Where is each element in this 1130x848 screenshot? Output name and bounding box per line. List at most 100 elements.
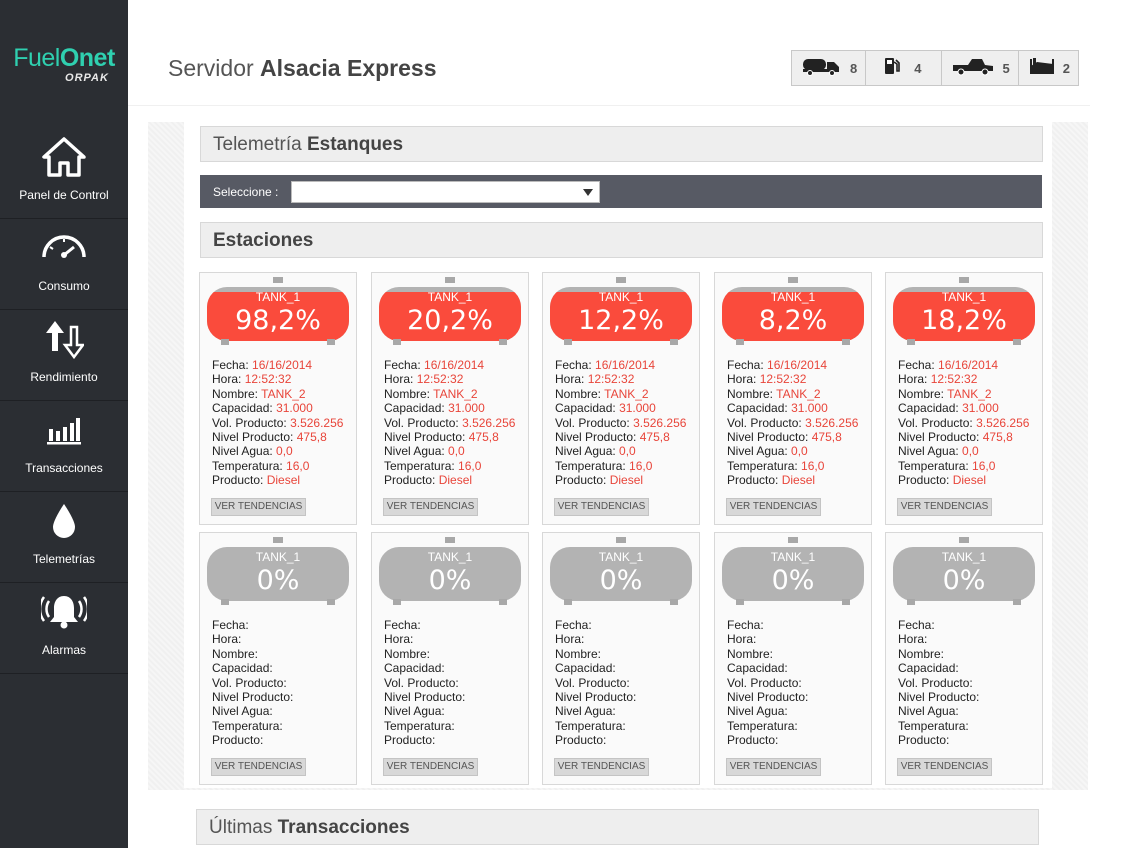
tank-cap [788, 537, 798, 543]
info-value: 16,0 [801, 458, 825, 473]
tank-cap [273, 537, 283, 543]
sidebar-item-rendimiento[interactable]: Rendimiento [0, 310, 128, 401]
tank-graphic: TANK_1 98,2% [207, 277, 349, 345]
counter-pickups[interactable]: 5 [942, 51, 1019, 85]
ver-tendencias-button[interactable]: VER TENDENCIAS [726, 498, 821, 516]
tank-percent: 20,2% [407, 305, 493, 336]
tank-foot [499, 599, 507, 605]
info-label: Hora: [898, 632, 928, 647]
info-label: Vol. Producto: [384, 675, 459, 690]
info-row-nivel_agua: Nivel Agua: [898, 704, 979, 718]
info-label: Nivel Agua: [212, 704, 273, 719]
info-label: Nombre: [727, 386, 774, 401]
tank-cap [616, 537, 626, 543]
info-label: Vol. Producto: [898, 415, 973, 430]
info-row-hora: Hora: [555, 632, 636, 646]
info-row-hora: Hora: [898, 632, 979, 646]
sidebar-item-label: Alarmas [41, 643, 86, 657]
info-label: Producto: [384, 733, 436, 748]
info-value: 0,0 [791, 444, 808, 459]
info-row-fecha: Fecha: 16/16/2014 [212, 358, 343, 372]
drop-icon [41, 498, 87, 544]
tank-foot [393, 599, 401, 605]
counter-tank-levels[interactable]: 2 [1019, 51, 1078, 85]
info-label: Hora: [212, 372, 242, 387]
info-row-temp: Temperatura: 16,0 [384, 459, 515, 473]
tank-foot [842, 339, 850, 345]
info-label: Fecha: [384, 618, 421, 632]
info-row-hora: Hora: [384, 632, 465, 646]
ver-tendencias-button[interactable]: VER TENDENCIAS [897, 758, 992, 776]
sidebar-item-panel-de-control[interactable]: Panel de Control [0, 128, 128, 219]
tank-name: TANK_1 [941, 290, 987, 304]
tank-cap [788, 277, 798, 283]
info-label: Nombre: [384, 646, 431, 661]
info-row-capacidad: Capacidad: 31.000 [384, 401, 515, 415]
ver-tendencias-button[interactable]: VER TENDENCIAS [211, 498, 306, 516]
info-row-nombre: Nombre: TANK_2 [212, 387, 343, 401]
tank-graphic: TANK_1 0% [550, 537, 692, 605]
info-label: Producto: [727, 473, 779, 488]
info-label: Fecha: [898, 618, 935, 632]
sidebar-item-telemetrias[interactable]: Telemetrías [0, 492, 128, 583]
info-value: 31.000 [791, 401, 828, 416]
ver-tendencias-button[interactable]: VER TENDENCIAS [554, 498, 649, 516]
info-row-vol: Vol. Producto: 3.526.256 [384, 416, 515, 430]
info-label: Hora: [555, 372, 585, 387]
tank-name: TANK_1 [427, 550, 473, 564]
info-value: 3.526.256 [633, 415, 687, 430]
station-select[interactable] [291, 181, 600, 203]
info-row-vol: Vol. Producto: [727, 676, 808, 690]
info-label: Nivel Agua: [898, 444, 959, 459]
counter-fuel-pumps[interactable]: 4 [866, 51, 943, 85]
tank-foot [564, 599, 572, 605]
info-label: Temperatura: [555, 718, 626, 733]
info-value: 31.000 [276, 401, 313, 416]
logo-text: FuelOnet [13, 44, 115, 72]
info-value: 12:52:32 [416, 372, 464, 387]
ver-tendencias-button[interactable]: VER TENDENCIAS [383, 758, 478, 776]
tank-graphic: TANK_1 12,2% [550, 277, 692, 345]
info-label: Capacidad: [727, 401, 788, 416]
info-label: Capacidad: [555, 661, 616, 676]
info-row-capacidad: Capacidad: 31.000 [555, 401, 686, 415]
sidebar-item-transacciones[interactable]: Transacciones [0, 401, 128, 492]
info-row-vol: Vol. Producto: [555, 676, 636, 690]
info-label: Producto: [555, 733, 607, 748]
tank-foot [736, 599, 744, 605]
ver-tendencias-button[interactable]: VER TENDENCIAS [897, 498, 992, 516]
tank-fill [722, 292, 864, 341]
info-row-nombre: Nombre: [898, 647, 979, 661]
info-label: Producto: [384, 473, 436, 488]
ver-tendencias-button[interactable]: VER TENDENCIAS [554, 758, 649, 776]
tank-card: TANK_1 98,2% Fecha: 16/16/2014 Hora: 12:52:… [199, 272, 357, 525]
tank-info: Fecha: Hora: Nombre: Capacidad: Vol. Pro… [898, 618, 979, 748]
tank-percent: 0% [256, 565, 300, 596]
ver-tendencias-button[interactable]: VER TENDENCIAS [726, 758, 821, 776]
ver-tendencias-button[interactable]: VER TENDENCIAS [211, 758, 306, 776]
info-row-producto: Producto: [212, 733, 293, 747]
info-value: 12:52:32 [244, 372, 292, 387]
info-row-temp: Temperatura: [555, 719, 636, 733]
tank-info: Fecha: 16/16/2014 Hora: 12:52:32 Nombre: T… [555, 358, 686, 488]
sidebar-item-label: Telemetrías [32, 552, 96, 566]
sidebar-item-alarmas[interactable]: Alarmas [0, 583, 128, 674]
tank-graphic: TANK_1 18,2% [893, 277, 1035, 345]
info-row-producto: Producto: Diesel [384, 473, 515, 487]
tank-cap [445, 537, 455, 543]
info-label: Vol. Producto: [727, 415, 802, 430]
up-down-arrows-icon [41, 316, 87, 362]
info-row-nombre: Nombre: [212, 647, 293, 661]
tank-info: Fecha: 16/16/2014 Hora: 12:52:32 Nombre: T… [212, 358, 343, 488]
info-value: 16/16/2014 [938, 358, 999, 372]
counter-tanker-trucks[interactable]: 8 [792, 51, 867, 85]
tank-cap [616, 277, 626, 283]
info-value: Diesel [438, 473, 473, 488]
sidebar-item-consumo[interactable]: Consumo [0, 219, 128, 310]
logo[interactable]: FuelOnet ORPAK [0, 0, 128, 128]
info-row-nivel_prod: Nivel Producto: 475,8 [384, 430, 515, 444]
tank-percent: 0% [771, 565, 815, 596]
ver-tendencias-button[interactable]: VER TENDENCIAS [383, 498, 478, 516]
info-label: Vol. Producto: [555, 675, 630, 690]
tank-cap [959, 537, 969, 543]
